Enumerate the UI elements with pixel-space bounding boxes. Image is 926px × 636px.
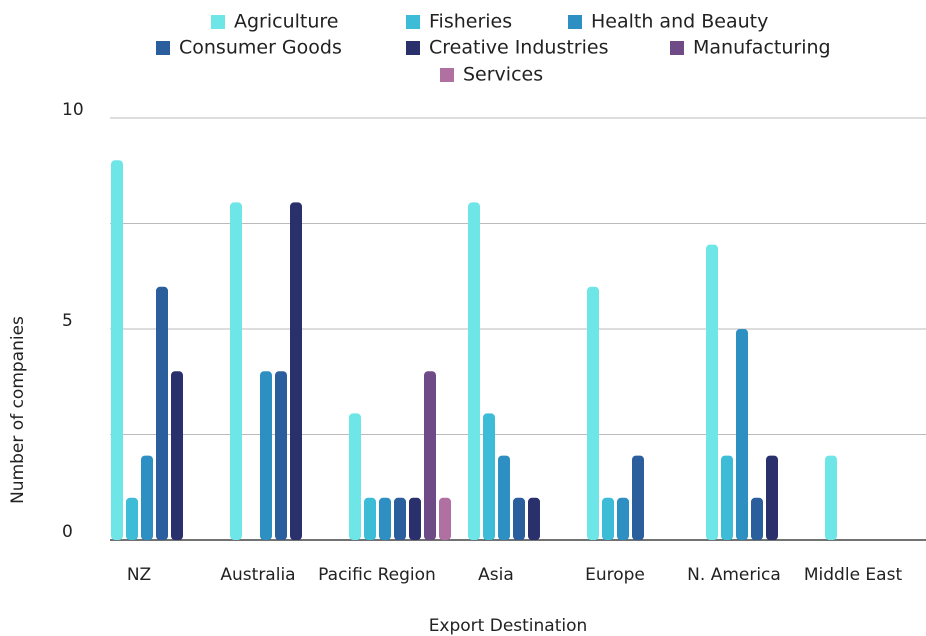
x-tick-label: Asia (478, 565, 514, 585)
bar (156, 286, 168, 540)
bar (602, 497, 614, 540)
bar (468, 202, 480, 540)
bar (617, 497, 629, 540)
legend-label: Health and Beauty (591, 11, 768, 33)
y-tick-label: 5 (62, 311, 73, 331)
y-tick-label: 0 (62, 522, 73, 542)
bar (409, 497, 421, 540)
bar (498, 455, 510, 540)
legend-label: Manufacturing (693, 37, 831, 59)
x-tick-label: N. America (687, 565, 781, 585)
bar (825, 455, 837, 540)
y-tick-label: 10 (62, 100, 84, 120)
bar (260, 371, 272, 540)
legend-swatch (156, 41, 170, 55)
bar (513, 497, 525, 540)
bar (111, 160, 123, 540)
legend-swatch (406, 41, 420, 55)
bar (751, 497, 763, 540)
bar (528, 497, 540, 540)
bar (126, 497, 138, 540)
legend-label: Creative Industries (429, 37, 608, 59)
x-tick-label: Australia (220, 565, 295, 585)
bar (379, 497, 391, 540)
bar (439, 497, 451, 540)
bar (587, 286, 599, 540)
legend-swatch (568, 15, 582, 29)
legend-label: Agriculture (234, 11, 339, 33)
y-axis-title: Number of companies (8, 316, 28, 504)
bar (483, 413, 495, 540)
legend-swatch (211, 15, 225, 29)
legend-swatch (670, 41, 684, 55)
bar (424, 371, 436, 540)
x-tick-label: Pacific Region (318, 565, 436, 585)
x-tick-label: Middle East (804, 565, 903, 585)
x-axis-title: Export Destination (429, 616, 588, 636)
legend: Agriculture Fisheries Health and Beauty Con… (156, 11, 831, 86)
legend-label: Fisheries (429, 11, 512, 33)
legend-label: Services (463, 64, 543, 86)
bar (275, 371, 287, 540)
legend-swatch (440, 68, 454, 82)
bar (736, 329, 748, 540)
bar (706, 244, 718, 540)
bar (364, 497, 376, 540)
bar (721, 455, 733, 540)
bar (394, 497, 406, 540)
bar (349, 413, 361, 540)
bar (290, 202, 302, 540)
bar (230, 202, 242, 540)
bar (632, 455, 644, 540)
bar (766, 455, 778, 540)
bar (171, 371, 183, 540)
legend-swatch (406, 15, 420, 29)
bar (141, 455, 153, 540)
x-tick-label: Europe (585, 565, 645, 585)
legend-label: Consumer Goods (179, 37, 342, 59)
x-tick-label: NZ (127, 565, 151, 585)
